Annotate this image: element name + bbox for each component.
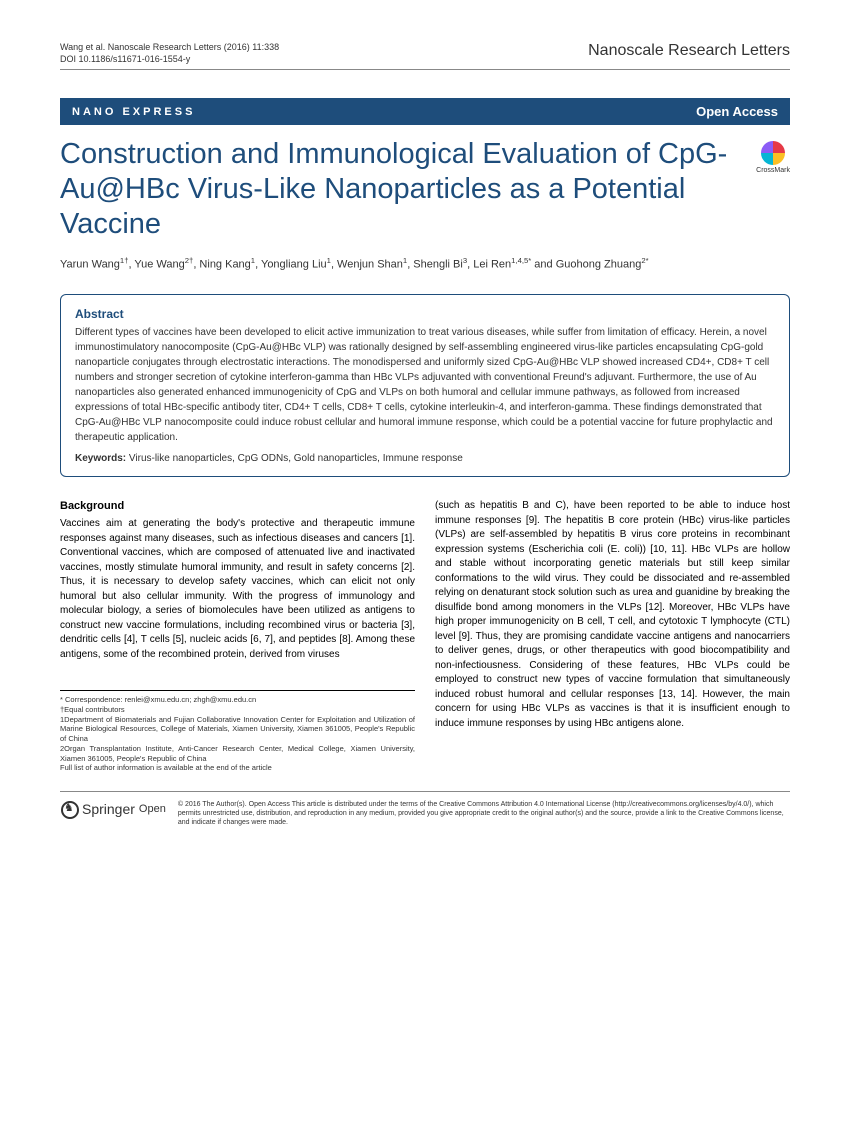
section-heading: Background bbox=[60, 499, 415, 515]
body-paragraph: (such as hepatitis B and C), have been r… bbox=[435, 499, 790, 731]
abstract-heading: Abstract bbox=[75, 307, 775, 321]
doi-line: DOI 10.1186/s11671-016-1554-y bbox=[60, 54, 279, 66]
page-container: Wang et al. Nanoscale Research Letters (… bbox=[0, 0, 850, 857]
crossmark-icon bbox=[761, 141, 785, 165]
abstract-text: Different types of vaccines have been de… bbox=[75, 325, 775, 445]
header: Wang et al. Nanoscale Research Letters (… bbox=[60, 42, 790, 70]
abstract-box: Abstract Different types of vaccines hav… bbox=[60, 294, 790, 477]
springer-icon: ♞ bbox=[60, 800, 78, 818]
keywords-label: Keywords: bbox=[75, 453, 126, 464]
publisher-logo: ♞ Springer Open bbox=[60, 800, 166, 818]
footnotes: * Correspondence: renlei@xmu.edu.cn; zhg… bbox=[60, 690, 415, 773]
publisher-name: Springer bbox=[82, 801, 135, 817]
footer: ♞ Springer Open © 2016 The Author(s). Op… bbox=[60, 791, 790, 827]
affiliation-2: 2Organ Transplantation Institute, Anti-C… bbox=[60, 744, 415, 764]
correspondence-line: * Correspondence: renlei@xmu.edu.cn; zhg… bbox=[60, 695, 415, 705]
right-column: (such as hepatitis B and C), have been r… bbox=[435, 499, 790, 773]
full-list-note: Full list of author information is avail… bbox=[60, 763, 415, 773]
citation-block: Wang et al. Nanoscale Research Letters (… bbox=[60, 42, 279, 65]
category-banner: NANO EXPRESS Open Access bbox=[60, 98, 790, 125]
body-paragraph: Vaccines aim at generating the body's pr… bbox=[60, 517, 415, 662]
left-column: Background Vaccines aim at generating th… bbox=[60, 499, 415, 773]
author-list: Yarun Wang1†, Yue Wang2†, Ning Kang1, Yo… bbox=[60, 254, 790, 274]
citation-line: Wang et al. Nanoscale Research Letters (… bbox=[60, 42, 279, 54]
crossmark-badge[interactable]: CrossMark bbox=[756, 141, 790, 174]
keywords-line: Keywords: Virus-like nanoparticles, CpG … bbox=[75, 453, 775, 464]
article-title: Construction and Immunological Evaluatio… bbox=[60, 137, 746, 241]
title-row: Construction and Immunological Evaluatio… bbox=[60, 137, 790, 253]
crossmark-label: CrossMark bbox=[756, 167, 790, 174]
open-access-label: Open Access bbox=[696, 104, 778, 119]
keywords-values: Virus-like nanoparticles, CpG ODNs, Gold… bbox=[126, 453, 463, 464]
body-columns: Background Vaccines aim at generating th… bbox=[60, 499, 790, 773]
affiliation-1: 1Department of Biomaterials and Fujian C… bbox=[60, 715, 415, 744]
equal-contributors-line: †Equal contributors bbox=[60, 705, 415, 715]
publisher-sub: Open bbox=[139, 803, 166, 815]
article-category: NANO EXPRESS bbox=[72, 106, 195, 118]
license-text: © 2016 The Author(s). Open Access This a… bbox=[178, 800, 790, 827]
journal-name: Nanoscale Research Letters bbox=[588, 42, 790, 60]
